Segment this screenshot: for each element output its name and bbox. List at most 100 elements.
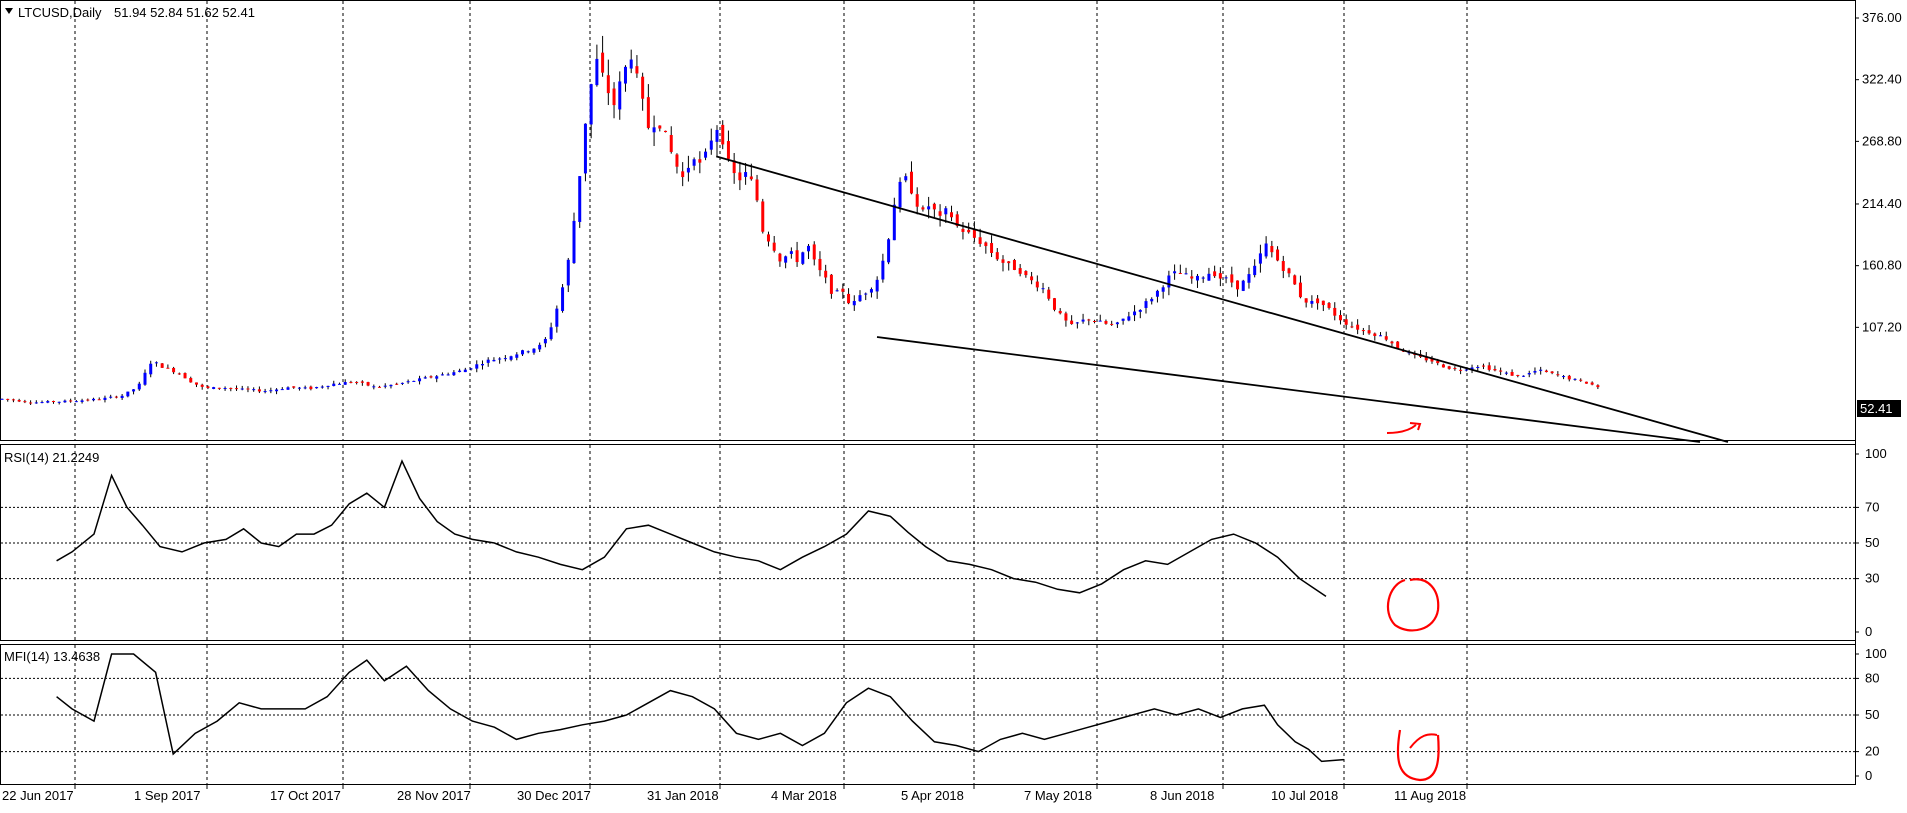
- candle-up: [1527, 373, 1531, 375]
- candle-up: [492, 359, 496, 362]
- candle-up: [1207, 273, 1211, 281]
- candle-up: [137, 383, 141, 390]
- rsi-tick-label: 70: [1865, 499, 1879, 514]
- candle-up: [326, 385, 330, 387]
- candle-down: [1276, 249, 1280, 261]
- candle-down: [812, 244, 816, 260]
- candle-down: [1516, 374, 1520, 376]
- candle-down: [778, 253, 782, 262]
- candle-up: [475, 364, 479, 369]
- x-tick-label: 7 May 2018: [1024, 788, 1092, 803]
- candle-up: [389, 384, 393, 387]
- candle-up: [944, 208, 948, 215]
- candle-down: [921, 207, 925, 210]
- candle-up: [692, 159, 696, 166]
- price-arrow-annotation: [1386, 422, 1422, 434]
- candle-up: [343, 382, 347, 385]
- candle-down: [1373, 333, 1377, 336]
- candle-down: [166, 367, 170, 369]
- rsi-circle-annotation: [1386, 578, 1440, 632]
- candle-up: [240, 388, 244, 390]
- candle-up: [1138, 309, 1142, 312]
- candle-down: [984, 242, 988, 247]
- candle-down: [1018, 268, 1022, 274]
- candle-up: [40, 402, 44, 404]
- candle-down: [194, 382, 198, 385]
- candle-up: [452, 372, 456, 376]
- candle-up: [1573, 378, 1577, 380]
- candle-down: [1110, 323, 1114, 325]
- trendlines[interactable]: [715, 155, 1729, 443]
- candle-down: [824, 270, 828, 278]
- candle-up: [801, 252, 805, 264]
- candle-up: [286, 387, 290, 390]
- candle-down: [1430, 358, 1434, 362]
- candle-down: [669, 135, 673, 152]
- candle-down: [229, 387, 233, 389]
- mfi-tick-label: 50: [1865, 707, 1879, 722]
- candle-up: [904, 176, 908, 181]
- candle-up: [423, 377, 427, 379]
- x-tick-label: 28 Nov 2017: [397, 788, 471, 803]
- dropdown-triangle-icon[interactable]: [5, 8, 13, 14]
- candle-up: [858, 295, 862, 302]
- candle-up: [418, 378, 422, 382]
- candle-down: [681, 171, 685, 178]
- lower-trendline: [876, 336, 1701, 443]
- candle-up: [1075, 322, 1079, 324]
- candle-down: [1087, 319, 1091, 321]
- rsi-series-line: [56, 459, 1327, 598]
- candle-up: [789, 251, 793, 254]
- x-tick-label: 11 Aug 2018: [1394, 788, 1466, 803]
- candle-down: [1493, 368, 1497, 371]
- candle-up: [555, 308, 559, 327]
- candle-up: [744, 172, 748, 177]
- candle-up: [875, 279, 879, 292]
- candle-down: [355, 381, 359, 383]
- candle-down: [990, 243, 994, 253]
- candle-down: [217, 387, 221, 389]
- candle-down: [932, 203, 936, 210]
- candle-up: [275, 389, 279, 392]
- candle-down: [183, 373, 187, 379]
- candle-up: [532, 348, 536, 353]
- candle-down: [961, 228, 965, 232]
- candle-down: [1447, 366, 1451, 369]
- candle-down: [1338, 315, 1342, 321]
- candle-down: [847, 293, 851, 304]
- candle-up: [0, 398, 4, 400]
- candle-down: [366, 382, 370, 386]
- candle-up: [578, 176, 582, 222]
- candle-down: [641, 76, 645, 99]
- candle-up: [320, 386, 324, 388]
- candle-up: [57, 401, 61, 403]
- mfi-tick-label: 20: [1865, 744, 1879, 759]
- candle-up: [280, 389, 284, 391]
- candle-down: [978, 237, 982, 244]
- candle-down: [1584, 381, 1588, 384]
- price-tick-label: 160.80: [1862, 258, 1902, 273]
- candle-up: [143, 372, 147, 385]
- candle-up: [892, 204, 896, 241]
- candle-down: [206, 386, 210, 389]
- candle-up: [543, 338, 547, 344]
- candle-up: [572, 220, 576, 264]
- candle-down: [1052, 298, 1056, 310]
- candle-up: [589, 84, 593, 125]
- candle-down: [1361, 330, 1365, 332]
- candle-down: [6, 398, 10, 400]
- candle-down: [246, 388, 250, 390]
- candle-up: [406, 381, 410, 383]
- price-candles: [0, 35, 1600, 405]
- candle-up: [1133, 311, 1137, 316]
- candle-up: [383, 385, 387, 387]
- rsi-tick-label: 100: [1865, 446, 1887, 461]
- candle-up: [372, 386, 376, 388]
- candle-down: [795, 250, 799, 263]
- candle-up: [515, 354, 519, 358]
- candle-down: [1510, 371, 1514, 376]
- candle-up: [212, 387, 216, 389]
- x-tick-label: 8 Jun 2018: [1150, 788, 1214, 803]
